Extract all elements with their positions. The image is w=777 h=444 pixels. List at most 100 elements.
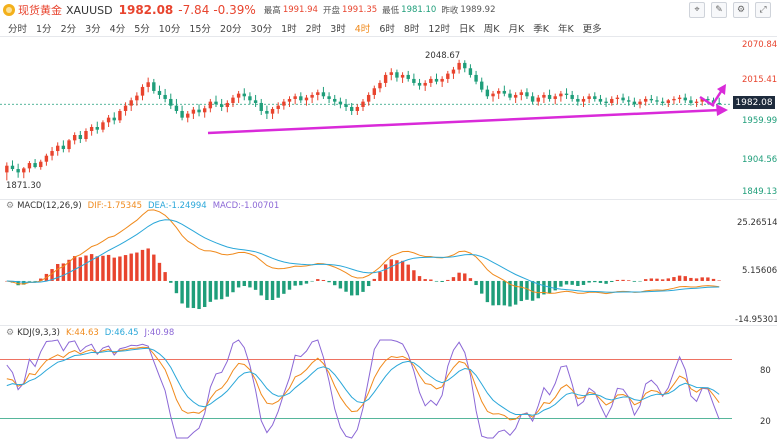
candle-body [78,135,83,140]
candle-body [304,97,309,101]
macd-bar [287,280,292,290]
macd-bar [468,278,473,281]
candle-body [140,86,145,96]
period-tab[interactable]: 2时 [305,24,322,35]
candle-body [123,105,128,111]
kdj-legend: ⚙ KDJ(9,3,3) K:44.63 D:46.45 J:40.98 [6,328,174,338]
macd-bar [146,248,150,281]
instrument-name: 现货黄金 [18,4,62,17]
macd-bar [338,280,343,289]
candle-body [287,98,292,102]
candle-body [700,98,704,102]
candle-body [400,74,405,78]
period-tab[interactable]: 1时 [281,24,297,35]
period-tab[interactable]: 3分 [85,24,101,35]
period-tab[interactable]: 30分 [250,24,273,35]
candle-body [338,101,343,105]
period-tab[interactable]: 8时 [403,24,420,35]
macd-bar [95,256,99,281]
fullscreen-icon[interactable]: ⤢ [755,2,771,18]
macd-bar [197,280,201,310]
macd-dif: DIF:-1.75345 [87,201,143,211]
candle-body [621,97,625,101]
period-tab[interactable]: 更多 [582,24,602,35]
period-tab[interactable]: 日K [459,24,475,35]
price-tick-label: 1904.56 [742,155,777,165]
period-tab[interactable]: 月K [508,24,525,35]
candle-body [689,100,693,103]
period-tab[interactable]: 4时 [354,24,371,35]
indicator-settings-icon[interactable]: ⚙ [6,328,15,338]
candle-body [649,98,654,101]
indicator-settings-icon[interactable]: ⚙ [6,201,15,211]
macd-bar [689,277,693,281]
candle-body [406,74,410,79]
macd-bar [593,280,597,283]
candle-body [440,78,444,82]
candle-body [378,82,382,89]
candle-body [89,127,94,132]
candle-body [214,101,218,105]
period-tab[interactable]: 12时 [428,24,450,35]
macd-bar [344,280,348,292]
macd-bar [157,262,162,281]
kdj-k: K:44.63 [65,328,99,338]
period-tab[interactable]: 6时 [379,24,395,35]
period-tab[interactable]: 季K [533,24,549,35]
period-tab[interactable]: 年K [557,24,574,35]
candle-body [84,131,88,140]
candle-body [463,62,467,69]
macd-bar [451,277,456,281]
macd-bar [50,269,54,281]
period-tab[interactable]: 3时 [330,24,346,35]
kdj-tick-label: 80 [760,366,771,376]
macd-bar [598,280,603,283]
macd-bar [446,279,450,281]
macd-bar [717,280,721,281]
candle-body [423,82,427,86]
macd-bar [72,256,77,281]
period-tab[interactable]: 5分 [134,24,150,35]
settings-icon[interactable]: ⚙ [733,2,749,18]
candle-body [372,88,377,95]
macd-bar [191,280,196,309]
period-tab[interactable]: 20分 [219,24,242,35]
open-label: 开盘 [322,6,340,16]
last-price: 1982.08 [118,3,174,17]
period-tab[interactable]: 15分 [189,24,211,35]
macd-bar [615,279,620,281]
price-tick-label: 2015.41 [742,75,777,85]
macd-bar [33,280,37,282]
macd-bar [242,280,246,287]
candle-body [485,89,490,97]
period-tab[interactable]: 周K [483,24,500,35]
candle-body [474,74,478,82]
down-arrow [699,95,715,108]
crosshair-icon[interactable]: ⌖ [689,2,705,18]
macd-bar [587,280,591,283]
macd-bar [78,257,83,281]
period-tab[interactable]: 分时 [8,24,28,35]
macd-bar [61,263,66,281]
candle-body [615,97,620,99]
kdj-j: J:40.98 [144,328,175,338]
price-change: -7.84 [178,3,210,17]
period-tab[interactable]: 4分 [109,24,126,35]
high-value: 1991.94 [282,5,318,15]
macd-bar [349,280,354,296]
candle-body [146,82,150,87]
candle-body [50,151,54,156]
macd-bar [163,272,167,281]
candle-body [496,90,501,94]
macd-bar [106,254,111,281]
candle-body [270,108,275,114]
candle-body [310,94,314,98]
candle-body [112,117,116,121]
period-tab[interactable]: 1分 [36,24,52,35]
period-tab[interactable]: 10分 [158,24,181,35]
candle-body [118,110,122,121]
price-change-pct: -0.39% [213,3,256,17]
period-tab[interactable]: 2分 [60,24,77,35]
candle-body [10,165,15,170]
draw-icon[interactable]: ✎ [711,2,727,18]
